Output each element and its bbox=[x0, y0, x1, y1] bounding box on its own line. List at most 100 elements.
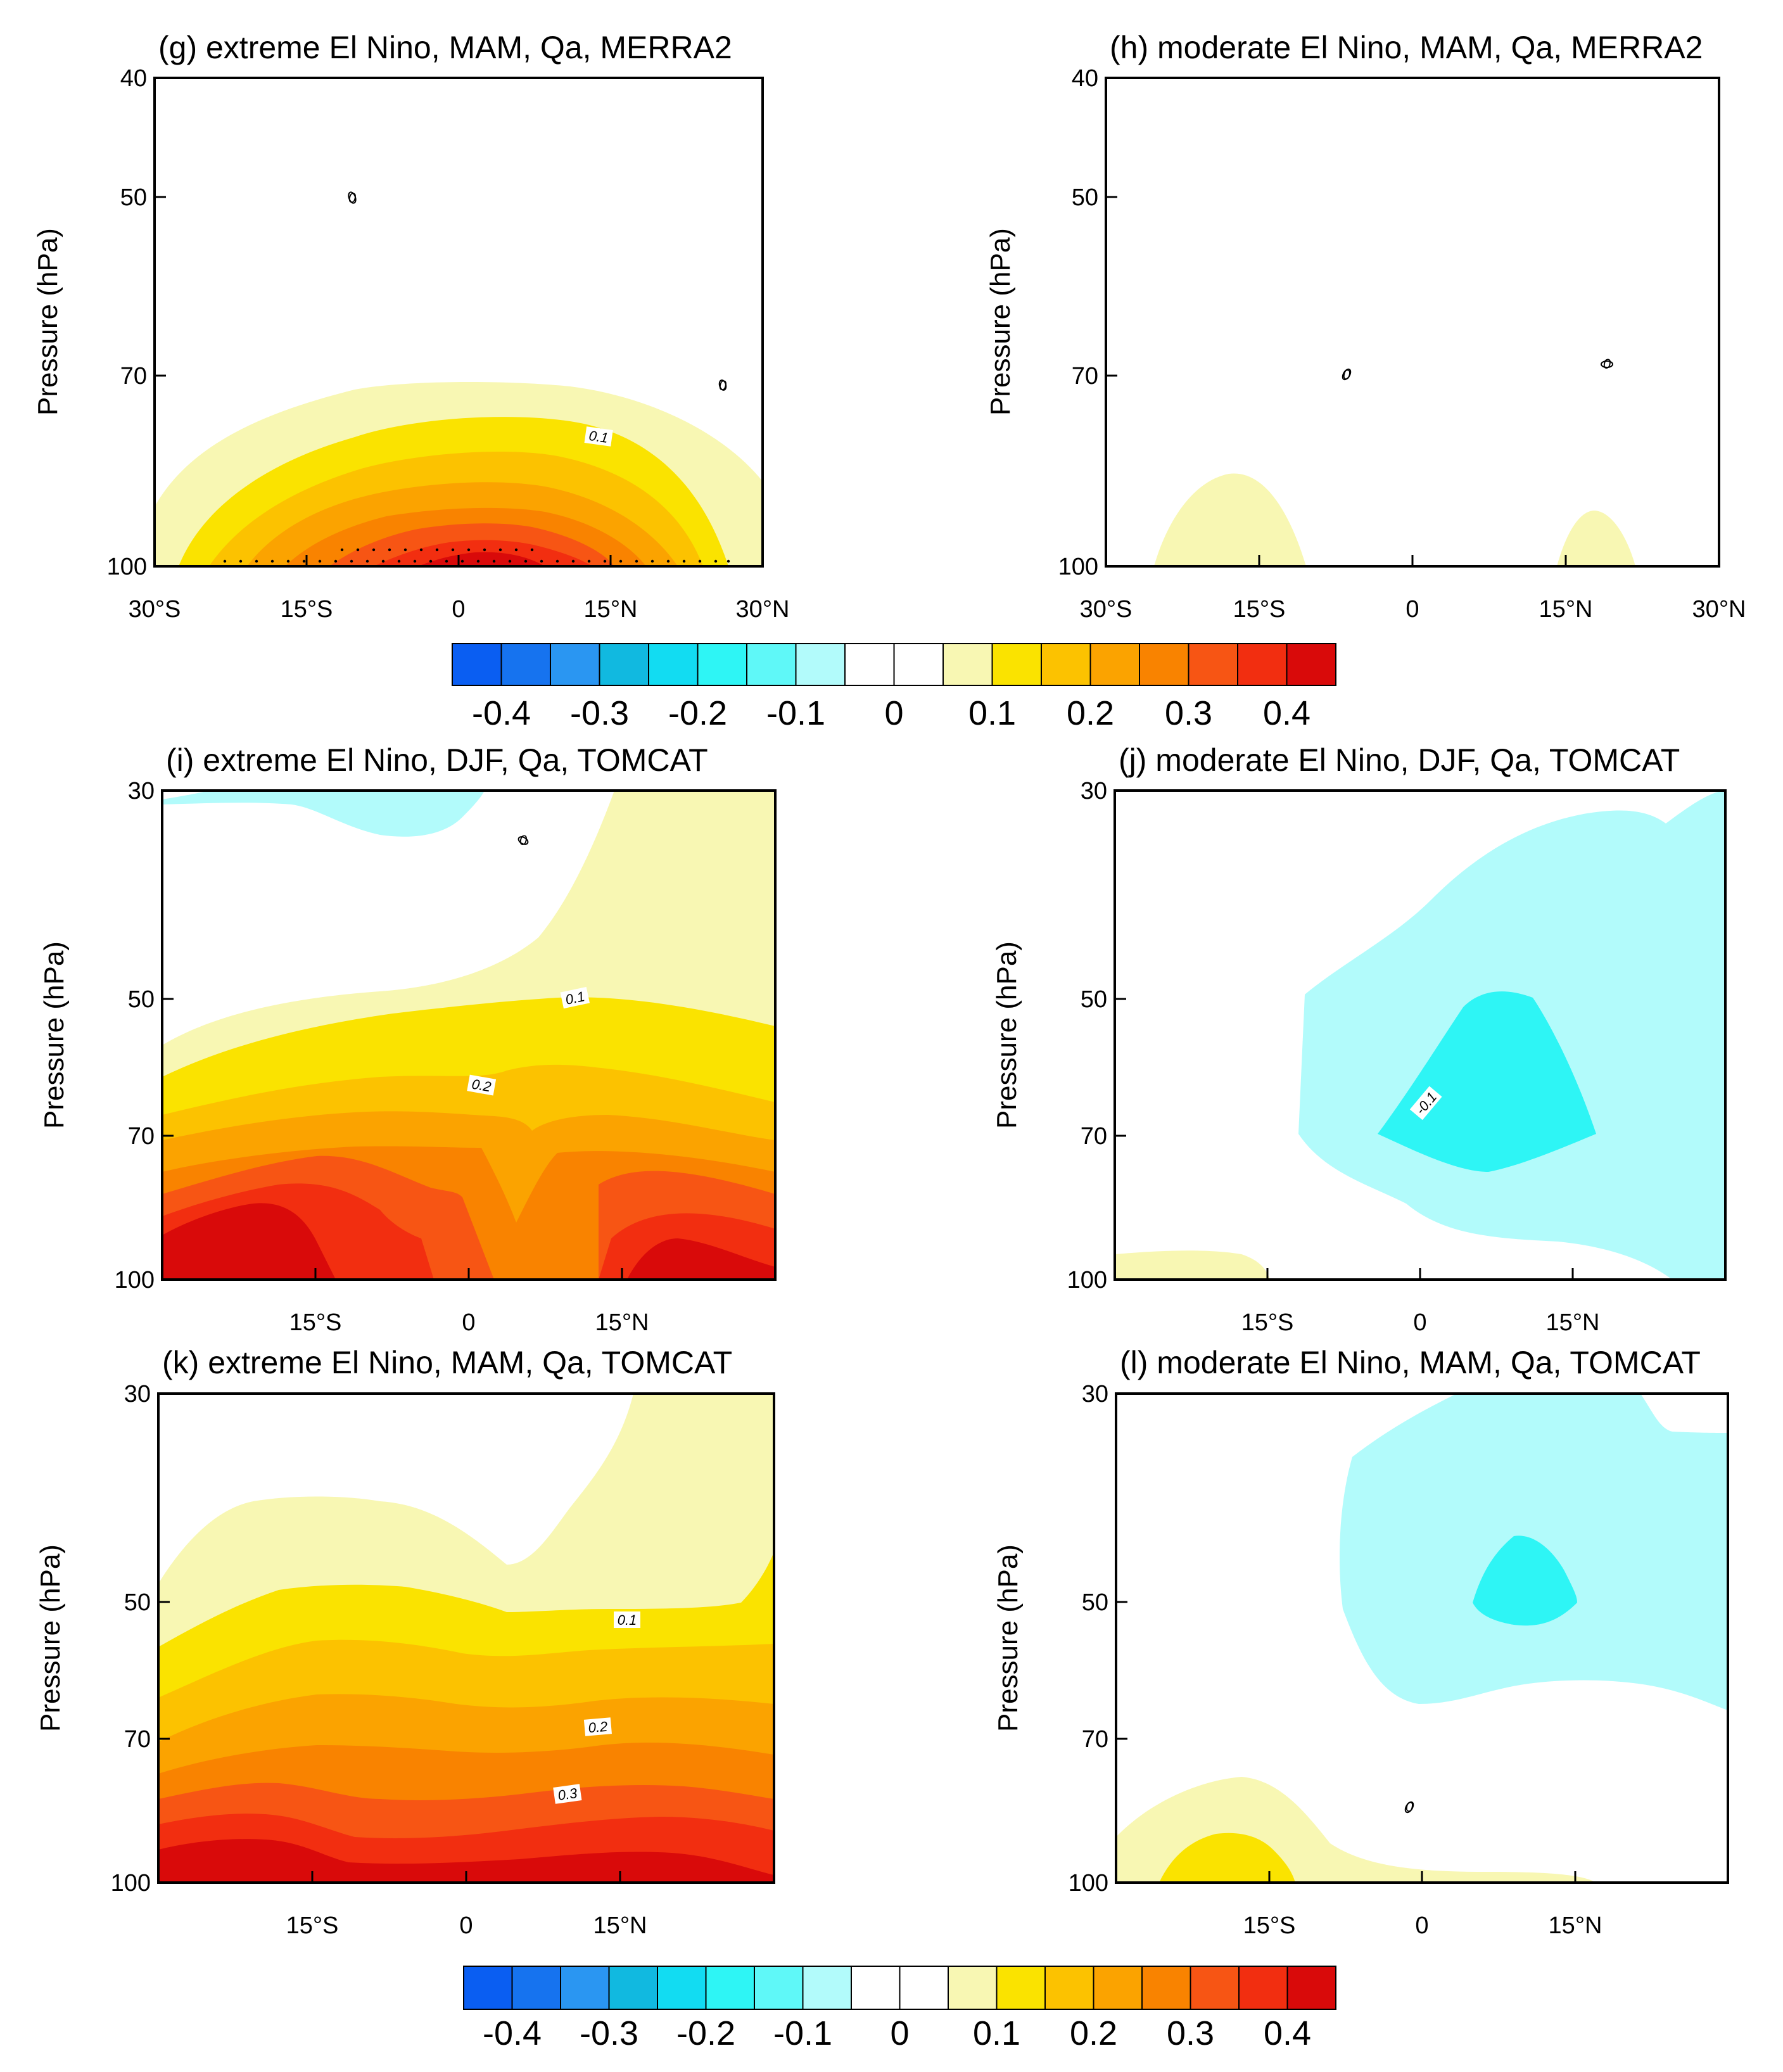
i-contour-label-0.1: 0.1 bbox=[564, 988, 586, 1008]
l-contour-label-0: 0 bbox=[1405, 1799, 1414, 1815]
panel-j-xtick-0: 0 bbox=[1413, 1309, 1426, 1336]
panel-h-xtick-30S: 30°S bbox=[1080, 596, 1133, 623]
colorbar-top-boxes bbox=[452, 643, 1336, 686]
panel-i: 0 0.1 0.2 (i) extreme El Nino, DJF, Qa, … bbox=[39, 742, 777, 1336]
i-gap-white bbox=[162, 791, 209, 799]
panel-h: 0 0 (h) moderate El Nino, MAM, Qa, MERRA… bbox=[985, 30, 1746, 623]
panel-j-xtick-15N: 15°N bbox=[1546, 1309, 1600, 1336]
cb-bot-label-0.4: 0.4 bbox=[1264, 2014, 1311, 2052]
g-contour-label-0.1: 0.1 bbox=[588, 428, 609, 446]
cb-top-label-0.4: 0.4 bbox=[1263, 694, 1310, 732]
panel-g-ytick-100: 100 bbox=[107, 554, 147, 580]
colorbar-box-17 bbox=[1286, 1966, 1336, 2010]
panel-g-title: (g) extreme El Nino, MAM, Qa, MERRA2 bbox=[158, 30, 732, 65]
colorbar-bottom-labels: -0.4 -0.3 -0.2 -0.1 0 0.1 0.2 0.3 0.4 bbox=[483, 2014, 1311, 2052]
panel-i-ylabel: Pressure (hPa) bbox=[39, 941, 70, 1129]
colorbar-box-16 bbox=[1238, 1966, 1288, 2010]
colorbar-box-14 bbox=[1139, 643, 1190, 686]
panel-k-x-ticks bbox=[311, 1871, 621, 1883]
panel-h-title: (h) moderate El Nino, MAM, Qa, MERRA2 bbox=[1110, 30, 1703, 65]
panel-j-ytick-50: 50 bbox=[1081, 986, 1107, 1013]
colorbar-box-4 bbox=[657, 1966, 707, 2010]
i-contour-label-0: 0 bbox=[519, 832, 528, 848]
colorbar-box-3 bbox=[599, 643, 649, 686]
panel-g-ytick-40: 40 bbox=[120, 65, 147, 92]
panel-i-filled-contours bbox=[162, 791, 775, 1280]
cb-top-label-0.1: 0.1 bbox=[968, 694, 1016, 732]
panel-h-y-ticks bbox=[1106, 77, 1117, 568]
colorbar-box-8 bbox=[851, 1966, 901, 2010]
colorbar-bottom: -0.4 -0.3 -0.2 -0.1 0 0.1 0.2 0.3 0.4 bbox=[463, 1966, 1336, 2052]
l-contour-labels: 0 bbox=[1405, 1799, 1414, 1815]
panel-k-ytick-50: 50 bbox=[124, 1589, 151, 1616]
panel-j-title: (j) moderate El Nino, DJF, Qa, TOMCAT bbox=[1119, 742, 1680, 778]
cb-top-label-m0.2: -0.2 bbox=[668, 694, 727, 732]
l-level-0.10 bbox=[1159, 1833, 1295, 1883]
cb-bot-label-m0.4: -0.4 bbox=[483, 2014, 542, 2052]
panel-g: 0 0 0.1 (g) extreme El Nino, MAM, Qa, ME… bbox=[32, 30, 789, 623]
panel-l-xtick-15S: 15°S bbox=[1243, 1912, 1296, 1939]
cb-bot-label-m0.2: -0.2 bbox=[676, 2014, 735, 2052]
j-level-minus-0.15 bbox=[1378, 991, 1596, 1172]
colorbar-box-5 bbox=[705, 1966, 755, 2010]
panel-i-x-ticks bbox=[314, 1268, 623, 1280]
panel-g-xtick-30S: 30°S bbox=[129, 596, 181, 623]
colorbar-box-6 bbox=[746, 643, 797, 686]
cb-top-label-0: 0 bbox=[884, 694, 903, 732]
colorbar-box-12 bbox=[1044, 1966, 1095, 2010]
colorbar-box-9 bbox=[899, 1966, 949, 2010]
colorbar-box-6 bbox=[754, 1966, 804, 2010]
colorbar-box-10 bbox=[942, 643, 993, 686]
h-contour-label-0-b: 0 bbox=[1603, 356, 1611, 372]
colorbar-box-1 bbox=[500, 643, 551, 686]
panel-j-ytick-70: 70 bbox=[1081, 1123, 1107, 1150]
colorbar-box-14 bbox=[1141, 1966, 1191, 2010]
panel-j-ylabel: Pressure (hPa) bbox=[991, 941, 1022, 1129]
panel-h-ytick-40: 40 bbox=[1072, 65, 1098, 92]
panel-k-xtick-15S: 15°S bbox=[286, 1912, 339, 1939]
colorbar-box-12 bbox=[1041, 643, 1091, 686]
cb-top-label-m0.4: -0.4 bbox=[472, 694, 531, 732]
colorbar-bottom-boxes bbox=[463, 1966, 1336, 2010]
h-contour-labels: 0 0 bbox=[1343, 356, 1611, 383]
panel-l-x-ticks bbox=[1268, 1871, 1577, 1883]
panel-k-title: (k) extreme El Nino, MAM, Qa, TOMCAT bbox=[162, 1345, 732, 1380]
panel-k-filled-contours bbox=[158, 1394, 774, 1883]
cb-top-label-m0.3: -0.3 bbox=[570, 694, 629, 732]
i-contour-labels: 0 0.1 0.2 bbox=[467, 832, 590, 1096]
panel-j-ytick-30: 30 bbox=[1081, 778, 1107, 804]
cb-bot-label-m0.1: -0.1 bbox=[773, 2014, 832, 2052]
cb-bot-label-0: 0 bbox=[890, 2014, 909, 2052]
panel-g-ylabel: Pressure (hPa) bbox=[32, 228, 63, 416]
panel-l-y-ticks bbox=[1116, 1392, 1127, 1884]
panel-l-xtick-15N: 15°N bbox=[1549, 1912, 1602, 1939]
panel-l-ytick-30: 30 bbox=[1082, 1381, 1108, 1408]
panel-j-x-ticks bbox=[1266, 1268, 1574, 1280]
panel-i-y-ticks bbox=[162, 789, 174, 1281]
panel-j-ytick-100: 100 bbox=[1067, 1267, 1107, 1293]
panel-l-title: (l) moderate El Nino, MAM, Qa, TOMCAT bbox=[1120, 1345, 1701, 1380]
h-zero-contours bbox=[1342, 360, 1613, 381]
g-contour-label-0-a: 0 bbox=[348, 190, 357, 206]
colorbar-box-8 bbox=[844, 643, 895, 686]
panel-k: 0.1 0.2 0.3 (k) extreme El Nino, MAM, Qa… bbox=[35, 1345, 775, 1939]
g-contour-labels: 0 0 0.1 bbox=[348, 190, 727, 447]
l-level-minus-0.15 bbox=[1473, 1535, 1577, 1626]
panel-k-ytick-100: 100 bbox=[111, 1870, 151, 1897]
panel-h-x-ticks bbox=[1105, 555, 1720, 566]
panel-i-xtick-0: 0 bbox=[462, 1309, 475, 1336]
panel-g-filled-contours bbox=[155, 382, 763, 566]
colorbar-box-4 bbox=[648, 643, 699, 686]
cb-bot-label-m0.3: -0.3 bbox=[580, 2014, 638, 2052]
panel-h-ytick-70: 70 bbox=[1072, 363, 1098, 390]
colorbar-box-1 bbox=[511, 1966, 561, 2010]
colorbar-box-11 bbox=[991, 643, 1042, 686]
colorbar-box-13 bbox=[1093, 1966, 1143, 2010]
g-contour-label-0-b: 0 bbox=[719, 378, 727, 393]
colorbar-box-5 bbox=[697, 643, 747, 686]
k-contour-label-0.2: 0.2 bbox=[588, 1719, 609, 1736]
colorbar-box-2 bbox=[550, 643, 600, 686]
k-contour-label-0.1: 0.1 bbox=[618, 1612, 637, 1628]
panel-g-xtick-0: 0 bbox=[452, 596, 465, 623]
